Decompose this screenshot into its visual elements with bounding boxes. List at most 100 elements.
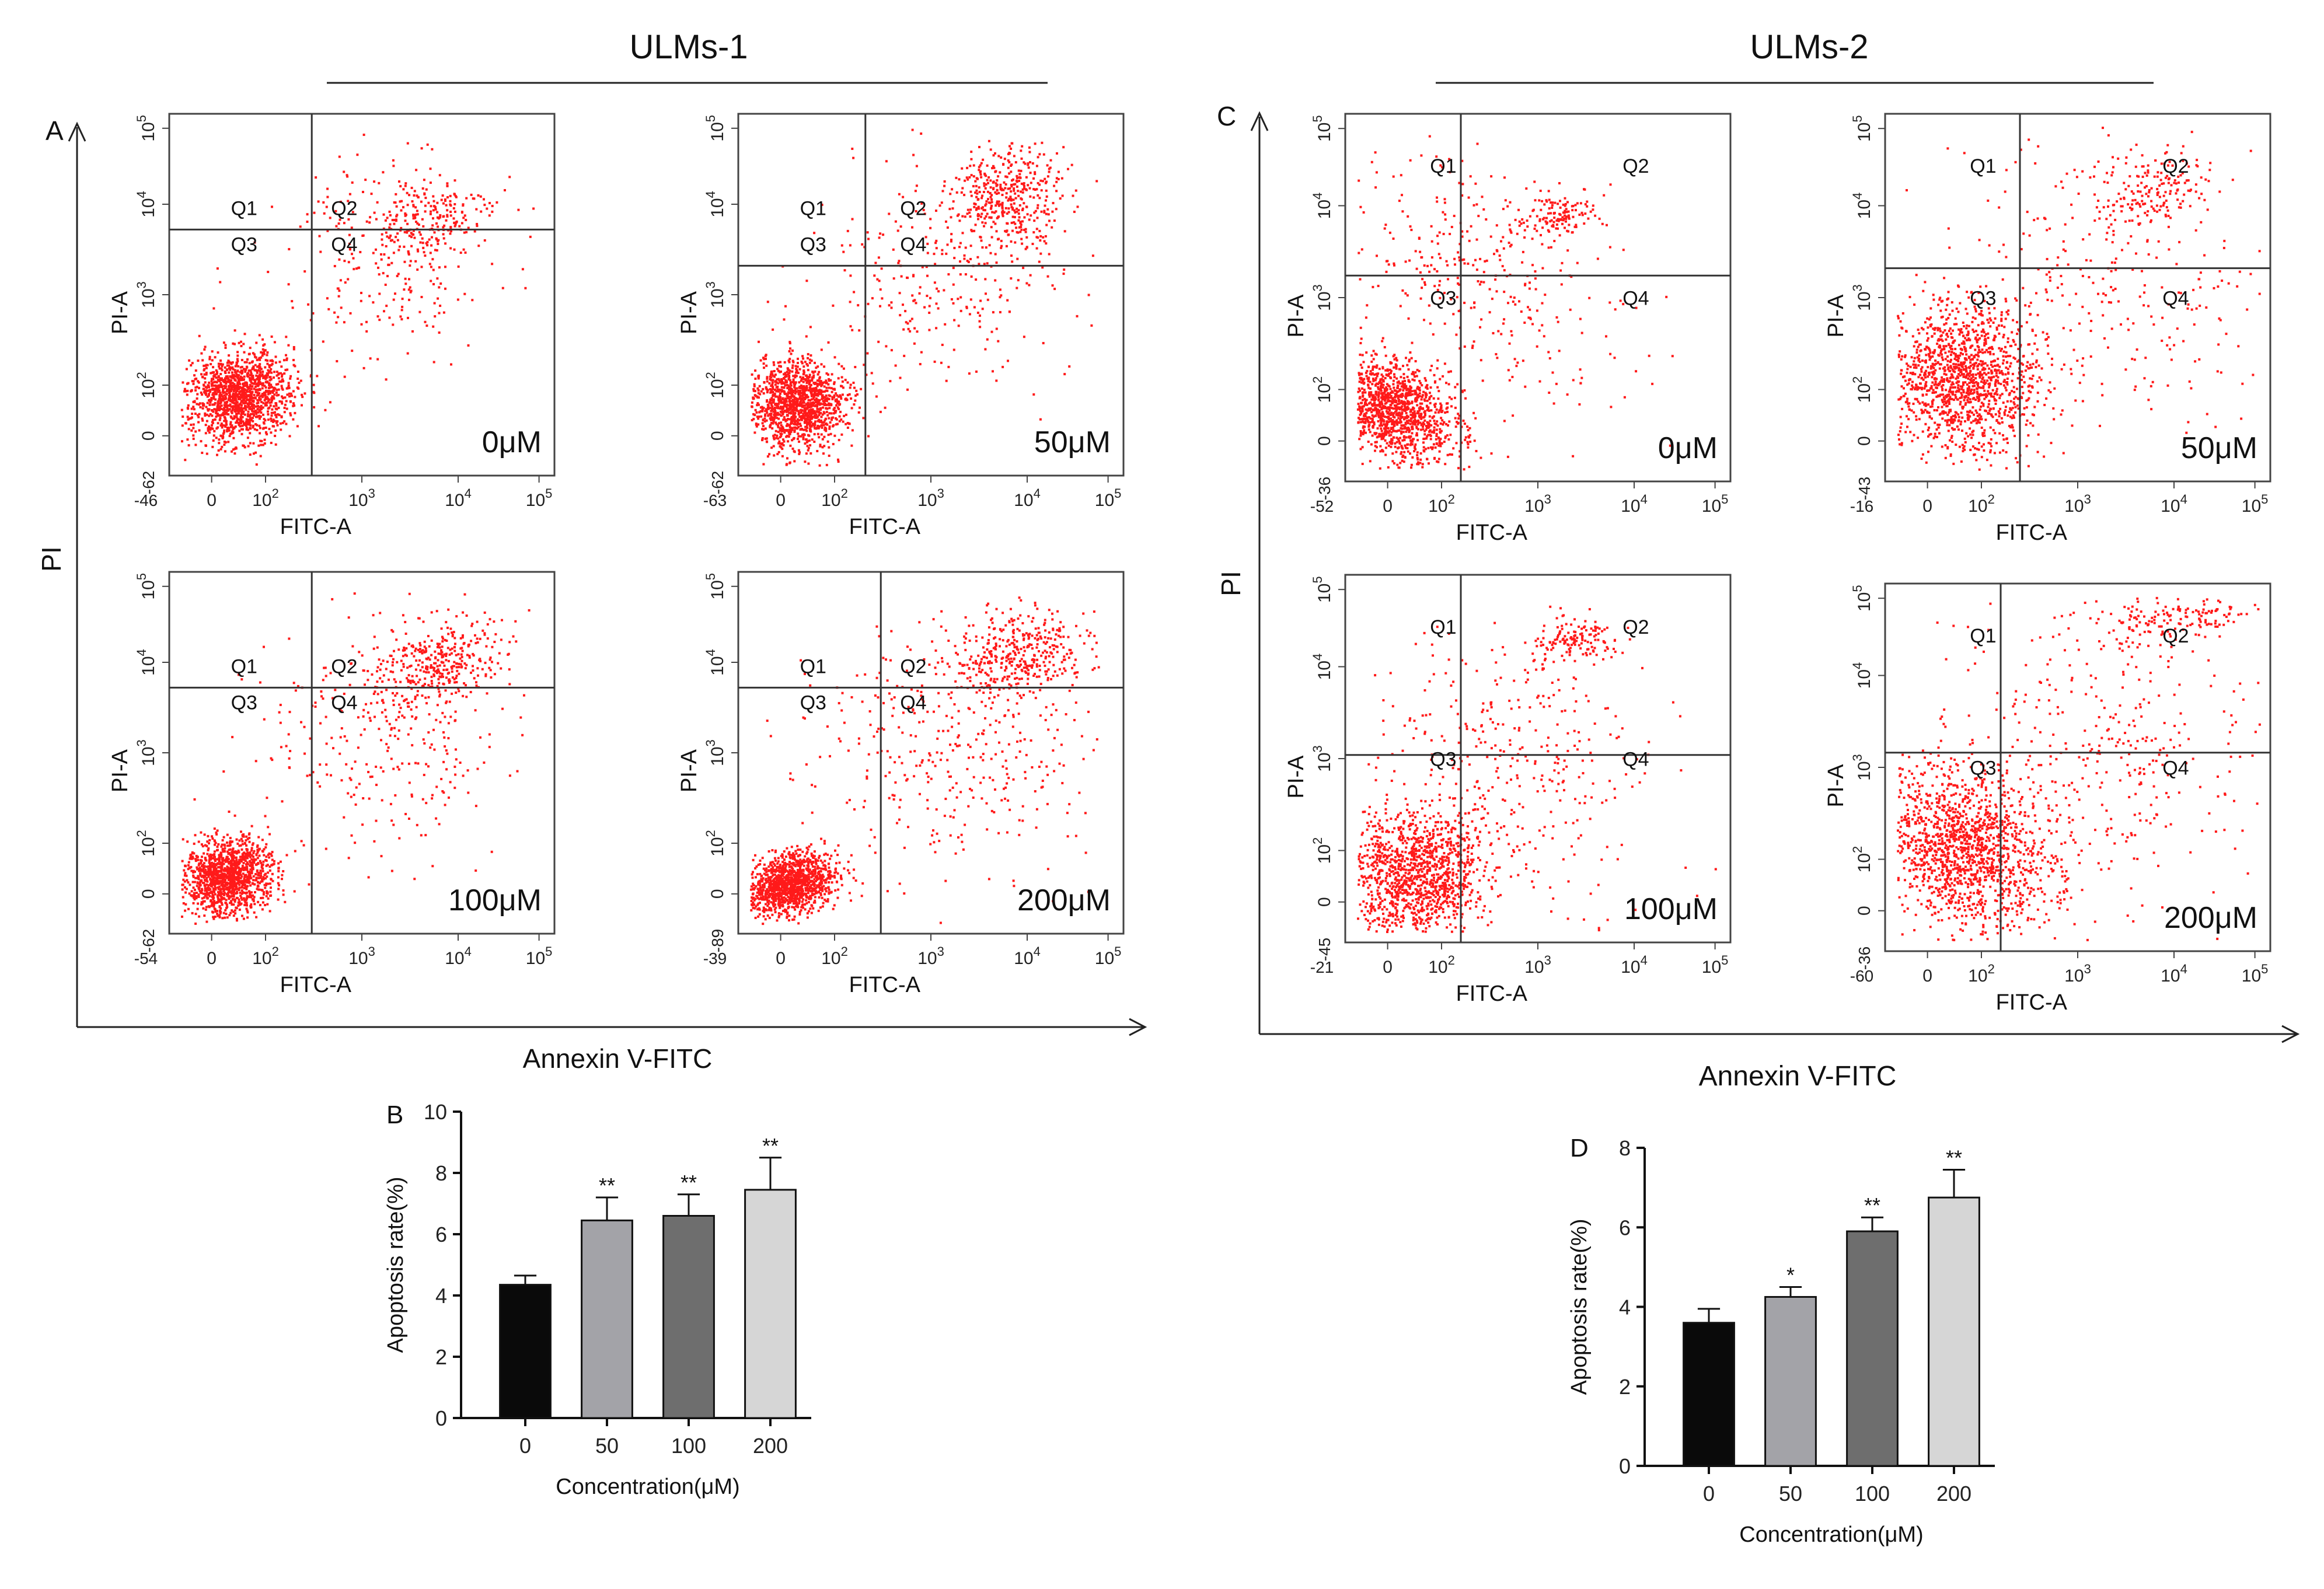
- quadrant-label-q2: Q2: [2162, 155, 2189, 177]
- y-tick-label: 103: [703, 739, 727, 766]
- event-dots: [749, 596, 1100, 926]
- y-tick-label: 103: [1310, 745, 1334, 772]
- flow-plot-a-4: Q1 Q2 Q3 Q4 200μM 0 102 103 104 105 -39 FITC-A 0 102 1…: [677, 571, 1125, 997]
- flow-plot-c-4: Q1 Q2 Q3 Q4 200μM 0 102 103 104 105 -60 FITC-A 0 102 1…: [1824, 582, 2271, 1015]
- panel-a-title: ULMs-1: [629, 28, 748, 66]
- quadrant-label-q3: Q3: [1970, 288, 1996, 310]
- plot-y-label: PI-A: [677, 749, 702, 792]
- quadrant-label-q2: Q2: [331, 656, 357, 678]
- y-tick-label: 105: [134, 573, 158, 600]
- concentration-label: 200μM: [1017, 883, 1111, 917]
- y-tick-label: 103: [1850, 754, 1874, 781]
- quadrant-label-q4: Q4: [2162, 757, 2189, 780]
- y-tick-label: 102: [1850, 846, 1874, 873]
- x-tick-label: 102: [1428, 492, 1455, 516]
- x-min-tick-label: -16: [1850, 497, 1873, 515]
- x-min-tick-label: -52: [1310, 497, 1334, 515]
- x-tick-label: 0: [207, 949, 217, 968]
- y-tick-label: 105: [703, 115, 727, 142]
- y-tick-label: 8: [435, 1161, 447, 1185]
- x-tick-label: 104: [1621, 953, 1648, 977]
- bar-0: [1683, 1322, 1735, 1467]
- y-tick-label: 103: [134, 739, 158, 766]
- y-min-tick-label: -62: [709, 471, 727, 494]
- x-tick-label: 103: [348, 944, 375, 968]
- bar-200: [744, 1189, 797, 1419]
- panel-d-letter: D: [1570, 1134, 1589, 1162]
- concentration-label: 50μM: [2181, 431, 2257, 465]
- quadrant-label-q2: Q2: [1622, 616, 1649, 638]
- x-tick-label: 105: [2242, 492, 2269, 516]
- event-dots: [1897, 596, 2261, 941]
- bar-200: [1928, 1196, 1980, 1467]
- quadrant-label-q3: Q3: [1430, 288, 1456, 310]
- x-tick-label: 0: [776, 949, 786, 968]
- x-tick-label: 105: [526, 944, 553, 968]
- y-tick-label: 103: [1850, 284, 1874, 311]
- panel-a-y-axis-label: PI: [36, 546, 67, 571]
- quadrant-label-q4: Q4: [1622, 749, 1649, 771]
- x-tick-label: 50: [595, 1434, 619, 1458]
- y-tick-label: 0: [1315, 436, 1334, 446]
- quadrant-label-q1: Q1: [1430, 155, 1456, 177]
- quadrant-label-q3: Q3: [800, 692, 826, 714]
- quadrant-label-q3: Q3: [231, 692, 257, 714]
- significance-50: **: [599, 1174, 615, 1197]
- x-tick-label: 200: [1936, 1482, 1971, 1506]
- y-tick-label: 6: [435, 1223, 447, 1246]
- quadrant-label-q4: Q4: [900, 692, 926, 714]
- x-tick-label: 0: [1922, 497, 1932, 516]
- x-tick-label: 100: [671, 1434, 706, 1458]
- bar-100: [1846, 1230, 1899, 1467]
- x-tick-label: 104: [445, 486, 472, 510]
- quadrant-label-q3: Q3: [231, 234, 257, 256]
- concentration-label: 200μM: [2164, 901, 2257, 935]
- y-tick-label: 102: [703, 830, 727, 857]
- x-tick-label: 0: [1383, 958, 1393, 977]
- x-tick-label: 103: [2064, 492, 2091, 516]
- panel-a-frame: [68, 121, 1147, 1036]
- panel-c-frame: [1250, 111, 2300, 1043]
- x-tick-label: 103: [348, 486, 375, 510]
- quadrant-label-q4: Q4: [1622, 288, 1649, 310]
- x-tick-label: 0: [776, 491, 786, 510]
- plot-x-label: FITC-A: [849, 515, 921, 539]
- x-tick-label: 105: [1095, 486, 1122, 510]
- y-min-tick-label: -62: [139, 471, 158, 494]
- x-tick-label: 102: [252, 486, 279, 510]
- plot-box: [1884, 582, 2271, 952]
- y-min-tick-label: -36: [1315, 477, 1334, 500]
- y-tick-label: 104: [134, 191, 158, 218]
- quadrant-label-q2: Q2: [900, 656, 926, 678]
- plot-box: [168, 571, 556, 935]
- y-tick-label: 102: [1310, 376, 1334, 403]
- flow-plot-a-3: Q1 Q2 Q3 Q4 100μM 0 102 103 104 105 -54 FITC-A 0 102 1…: [108, 571, 556, 997]
- concentration-label: 100μM: [1624, 892, 1718, 926]
- x-tick-label: 102: [1968, 962, 1995, 986]
- y-min-tick-label: -43: [1855, 477, 1873, 500]
- bar-chart-b: 0 2 4 6 8 10 Apoptosis rate(%) Concentration(μM…: [383, 1100, 811, 1499]
- concentration-label: 50μM: [1034, 425, 1111, 459]
- plot-y-label: PI-A: [677, 291, 702, 334]
- x-tick-label: 105: [1702, 492, 1729, 516]
- event-dots: [180, 134, 535, 466]
- x-tick-label: 103: [1524, 492, 1551, 516]
- y-tick-label: 104: [703, 649, 727, 676]
- x-tick-label: 0: [207, 491, 217, 510]
- quadrant-label-q1: Q1: [800, 656, 826, 678]
- y-tick-label: 102: [1310, 837, 1334, 864]
- y-tick-label: 105: [1310, 115, 1334, 142]
- plot-y-label: PI-A: [1824, 764, 1848, 808]
- significance-200: **: [1946, 1146, 1962, 1169]
- x-tick-label: 0: [1922, 966, 1932, 986]
- x-tick-label: 0: [1383, 497, 1393, 516]
- y-tick-label: 8: [1619, 1136, 1631, 1160]
- bar-y-axis-label: Apoptosis rate(%): [1567, 1218, 1592, 1395]
- x-tick-label: 102: [1428, 953, 1455, 977]
- plot-x-label: FITC-A: [280, 515, 352, 539]
- quadrant-label-q4: Q4: [900, 234, 926, 256]
- significance-200: **: [762, 1134, 779, 1158]
- event-dots: [1357, 605, 1717, 933]
- event-dots: [1897, 127, 2261, 471]
- y-tick-label: 104: [703, 191, 727, 218]
